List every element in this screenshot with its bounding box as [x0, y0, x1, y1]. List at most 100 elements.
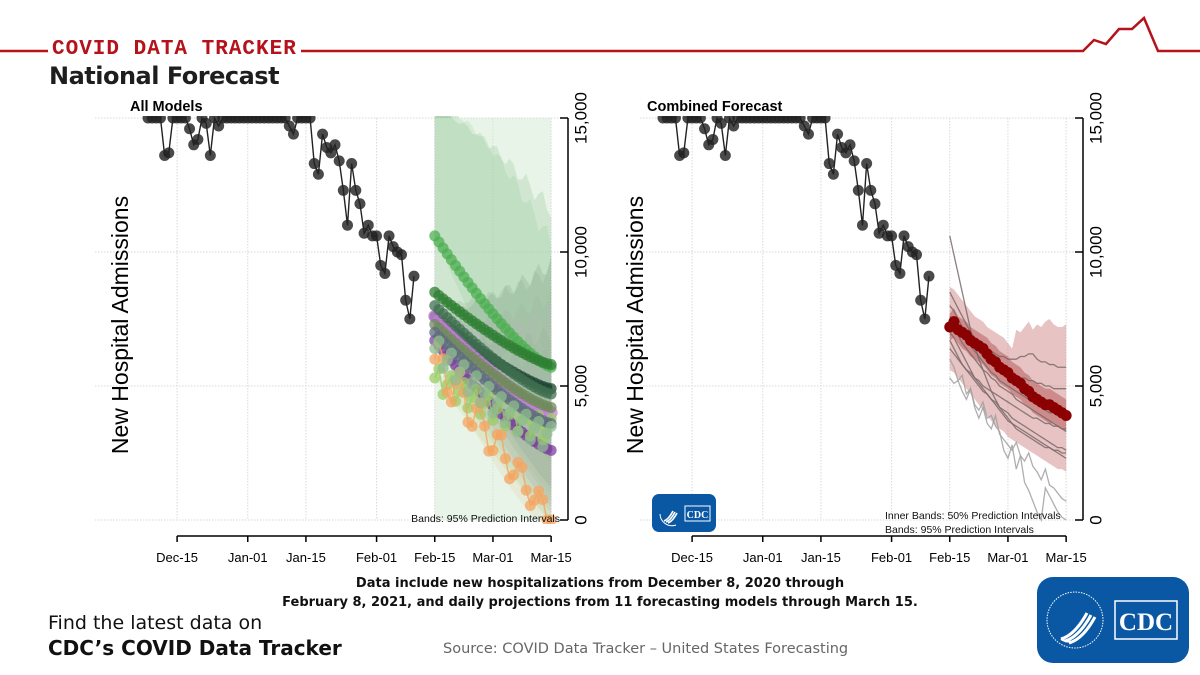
- page-title: National Forecast: [49, 62, 280, 90]
- observed-point: [350, 184, 362, 196]
- model-point: [466, 420, 478, 432]
- model-line: [949, 235, 1067, 454]
- cta-line-1: Find the latest data on: [48, 612, 263, 634]
- x-tick-label: Feb-15: [414, 550, 455, 565]
- x-tick-label: Mar-15: [531, 550, 572, 565]
- observed-point: [832, 128, 844, 140]
- cdc-logo: CDC: [1037, 577, 1189, 663]
- model-point: [508, 469, 520, 481]
- observed-point: [329, 139, 341, 151]
- observed-point: [337, 184, 349, 196]
- model-point: [429, 372, 441, 384]
- observed-point: [719, 150, 731, 162]
- observed-point: [400, 294, 412, 306]
- model-point: [450, 374, 462, 386]
- observed-point: [877, 219, 889, 231]
- observed-point: [308, 158, 320, 170]
- y-tick-label: 15,000: [571, 92, 590, 144]
- x-tick-label: Dec-15: [671, 550, 713, 565]
- model-point: [545, 514, 557, 524]
- x-tick-label: Jan-01: [743, 550, 783, 565]
- y-axis-label: New Hospital Admissions: [107, 196, 133, 454]
- plot-area: [657, 116, 1072, 523]
- model-point: [429, 353, 441, 365]
- observed-point: [204, 150, 216, 162]
- model-point: [487, 407, 499, 419]
- model-point: [462, 386, 474, 398]
- observed-point: [844, 139, 856, 151]
- x-tick-label: Mar-01: [987, 550, 1028, 565]
- observed-point: [919, 313, 931, 325]
- observed-point: [869, 198, 881, 210]
- x-tick-label: Feb-01: [356, 550, 397, 565]
- observed-point: [154, 116, 166, 124]
- model-point: [470, 370, 482, 382]
- observed-point: [379, 267, 391, 279]
- chart-title: All Models: [130, 99, 203, 115]
- model-point: [545, 401, 557, 413]
- band-annotation: Bands: 95% Prediction Intervals: [411, 513, 560, 525]
- y-tick-label: 15,000: [1086, 92, 1105, 144]
- model-line: [949, 340, 1067, 451]
- ensemble-point: [1060, 409, 1072, 421]
- observed-point: [923, 270, 935, 282]
- observed-point: [861, 158, 873, 170]
- observed-point: [163, 147, 175, 159]
- observed-point: [333, 155, 345, 167]
- observed-point: [341, 219, 353, 231]
- model-point: [545, 444, 557, 456]
- model-point: [533, 485, 545, 497]
- footnote-line-1: Data include new hospitalizations from D…: [355, 576, 845, 591]
- observed-point: [911, 249, 923, 261]
- observed-point: [678, 147, 690, 159]
- y-tick-label: 5,000: [1086, 365, 1105, 408]
- observed-point: [802, 128, 814, 140]
- model-point: [487, 445, 499, 457]
- x-tick-label: Feb-15: [929, 550, 970, 565]
- y-tick-label: 0: [1086, 515, 1105, 524]
- model-point: [537, 441, 549, 453]
- x-tick-label: Mar-15: [1046, 550, 1087, 565]
- y-tick-label: 10,000: [1086, 226, 1105, 278]
- data-footnote: Data include new hospitalizations from D…: [200, 574, 1000, 612]
- model-line: [949, 348, 1067, 430]
- model-point: [537, 494, 549, 506]
- model-point: [474, 397, 486, 409]
- x-tick-label: Jan-15: [286, 550, 326, 565]
- model-point: [520, 484, 532, 496]
- cta-tracker-link[interactable]: CDC’s COVID Data Tracker: [48, 636, 342, 660]
- model-point: [545, 388, 557, 400]
- model-point: [479, 420, 491, 432]
- model-point: [441, 386, 453, 398]
- model-line: [949, 291, 1067, 368]
- observed-point: [354, 198, 366, 210]
- model-point: [445, 396, 457, 408]
- observed-point: [669, 116, 681, 124]
- chart-all-models: 0 5,000 10,000 15,000 Dec-15 Jan-01 Jan-15 Feb-…: [95, 92, 590, 565]
- observed-point: [852, 184, 864, 196]
- observed-line: [148, 116, 415, 320]
- observed-point: [856, 219, 868, 231]
- model-point: [545, 421, 557, 433]
- observed-point: [894, 267, 906, 279]
- model-point: [433, 335, 445, 347]
- observed-point: [184, 123, 196, 135]
- observed-point: [898, 230, 910, 242]
- y-tick-label: 10,000: [571, 226, 590, 278]
- band-annotation-inner: Inner Bands: 50% Prediction Intervals: [885, 510, 1061, 522]
- y-tick-label: 5,000: [571, 365, 590, 408]
- observed-point: [408, 270, 420, 282]
- observed-point: [200, 117, 212, 129]
- observed-point: [383, 230, 395, 242]
- band-annotation-outer: Bands: 95% Prediction Intervals: [885, 524, 1034, 536]
- observed-line: [663, 116, 930, 320]
- observed-point: [715, 117, 727, 129]
- model-point: [512, 426, 524, 438]
- chart-title: Combined Forecast: [647, 99, 783, 115]
- model-point: [499, 417, 511, 429]
- footnote-line-2: February 8, 2021, and daily projections …: [282, 595, 918, 610]
- observed-point: [192, 133, 204, 145]
- x-tick-label: Jan-01: [228, 550, 268, 565]
- model-point: [533, 416, 545, 428]
